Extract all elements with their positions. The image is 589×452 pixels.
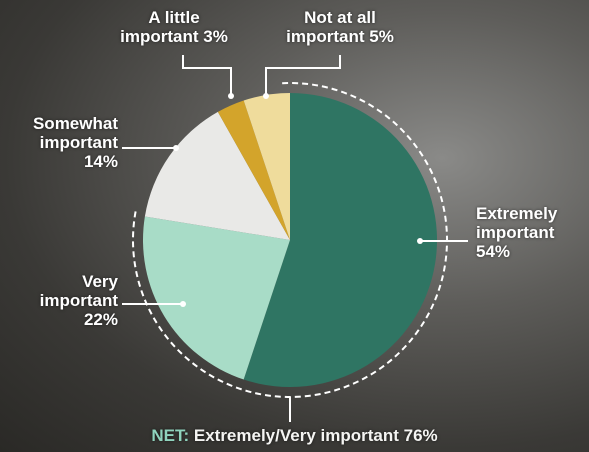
slice-label: Somewhat important 14% (8, 114, 118, 171)
category-label: A little important (120, 8, 200, 46)
value-label: 54% (476, 242, 511, 261)
category-label: Extremely important (476, 204, 558, 242)
leader-line (182, 55, 232, 96)
slice-label: Extremely important 54% (476, 204, 586, 261)
leader-dot (173, 145, 179, 151)
pie-slice (243, 93, 290, 240)
net-prefix: NET: (151, 426, 190, 445)
value-label: 22% (83, 310, 118, 329)
pie-slice (217, 100, 290, 241)
leader-dot (263, 93, 269, 99)
category-label: Very important (39, 272, 118, 310)
category-label: Not at all important (286, 8, 376, 46)
pie-slice (144, 111, 290, 240)
leader-dot (417, 238, 423, 244)
slice-label: Very important 22% (8, 272, 118, 329)
pie-slice (243, 93, 437, 387)
leader-line (265, 55, 341, 96)
value-label: 3% (203, 27, 228, 46)
net-arc (132, 82, 448, 398)
net-annotation: NET: Extremely/Very important 76% (0, 426, 589, 446)
net-text: Extremely/Very important 76% (193, 426, 438, 445)
slice-label: Not at all important 5% (272, 8, 408, 46)
slice-label: A little important 3% (112, 8, 236, 46)
value-label: 5% (369, 27, 394, 46)
value-label: 14% (83, 152, 118, 171)
category-label: Somewhat important (32, 114, 118, 152)
leader-dot (180, 301, 186, 307)
leader-dot (228, 93, 234, 99)
pie-slice (142, 216, 290, 380)
